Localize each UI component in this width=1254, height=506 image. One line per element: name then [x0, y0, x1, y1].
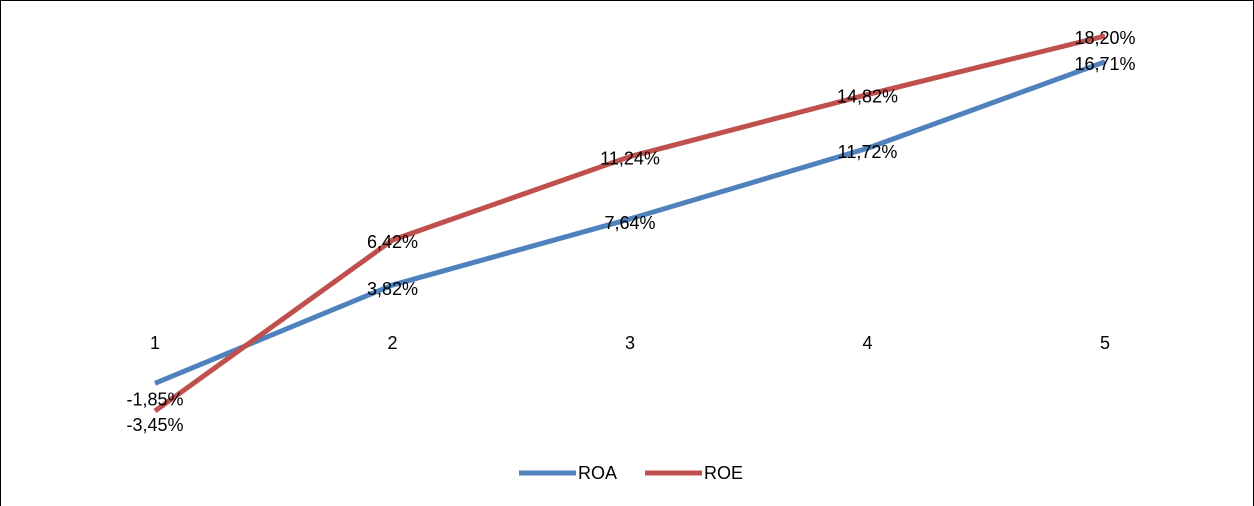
series-lines: [153, 33, 1106, 414]
legend-label-roa: ROA: [578, 463, 617, 483]
x-tick-label-1: 1: [150, 333, 160, 353]
data-label-roa-4: 11,72%: [838, 142, 898, 162]
data-label-roe-5: 18,20%: [1074, 28, 1135, 48]
data-label-roa-1: -1,85%: [126, 389, 183, 409]
data-label-roa-3: 7,64%: [604, 213, 655, 233]
data-labels: -1,85% 3,82% 7,64% 11,72% 16,71% -3,45% 6,42% 1…: [126, 28, 1135, 435]
data-label-roe-1: -3,45%: [126, 415, 183, 435]
data-label-roa-2: 3,82%: [367, 279, 418, 299]
legend: ROA ROE: [519, 463, 743, 483]
series-line-roa: [154, 59, 1106, 386]
data-label-roe-3: 11,24%: [600, 149, 660, 169]
x-axis-tick-labels: 1 2 3 4 5: [150, 333, 1110, 353]
x-tick-label-4: 4: [862, 333, 872, 353]
legend-label-roe: ROE: [704, 463, 743, 483]
x-tick-label-3: 3: [625, 333, 635, 353]
data-label-roe-2: 6,42%: [367, 232, 418, 252]
x-tick-label-5: 5: [1100, 333, 1110, 353]
data-label-roe-4: 14,82%: [837, 87, 898, 107]
series-line-roe: [153, 33, 1106, 414]
x-tick-label-2: 2: [387, 333, 397, 353]
data-label-roa-5: 16,71%: [1074, 54, 1135, 74]
